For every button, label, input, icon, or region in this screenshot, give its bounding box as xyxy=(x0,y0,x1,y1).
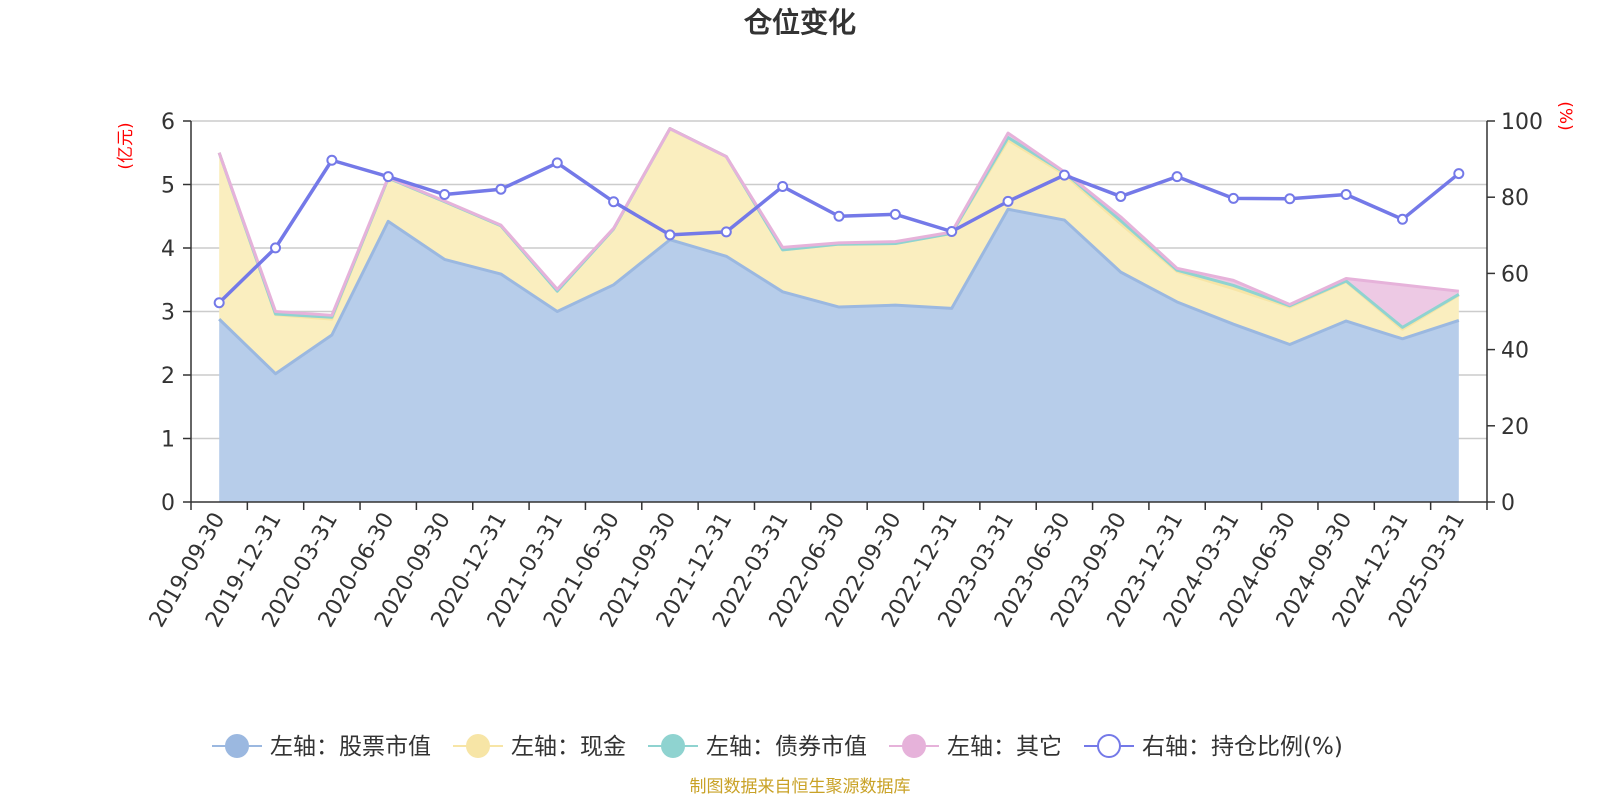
chart-title: 仓位变化 xyxy=(744,6,856,39)
right-tick-label: 80 xyxy=(1501,186,1529,211)
legend-item: 左轴：债券市值 xyxy=(648,734,867,760)
left-axis-unit: (亿元) xyxy=(116,122,136,169)
ratio-point xyxy=(946,225,958,237)
area-line-series-0 xyxy=(218,207,1460,376)
legend-dot-icon xyxy=(1097,734,1121,758)
right-tick-label: 60 xyxy=(1501,262,1529,287)
ratio-point xyxy=(889,208,901,220)
ratio-point xyxy=(1453,168,1465,180)
ratio-point xyxy=(213,297,225,309)
left-tick-label: 6 xyxy=(161,110,175,135)
legend-dot-icon xyxy=(225,734,249,758)
left-tick-label: 1 xyxy=(161,428,175,453)
data-source-note: 制图数据来自恒生聚源数据库 xyxy=(690,777,911,797)
left-tick-label: 2 xyxy=(161,364,175,389)
ratio-point xyxy=(608,196,620,208)
ratio-point xyxy=(777,181,789,193)
ratio-point xyxy=(270,242,282,254)
left-tick-label: 0 xyxy=(161,491,175,516)
area-line-series-3 xyxy=(217,127,1459,317)
legend-item: 左轴：股票市值 xyxy=(212,734,431,760)
legend-label: 左轴：现金 xyxy=(511,734,626,760)
left-tick-label: 4 xyxy=(161,237,175,262)
left-tick-label: 3 xyxy=(161,301,175,326)
ratio-point xyxy=(720,226,732,238)
ratio-point xyxy=(833,210,845,222)
right-tick-label: 100 xyxy=(1501,110,1543,135)
ratio-point xyxy=(495,183,507,195)
ratio-point xyxy=(1115,190,1127,202)
right-tick-label: 0 xyxy=(1501,491,1515,516)
legend-dot-icon xyxy=(466,734,490,758)
legend-label: 右轴：持仓比例(%) xyxy=(1142,734,1343,760)
ratio-point xyxy=(1340,189,1352,201)
ratio-markers xyxy=(213,154,1465,309)
ratio-point xyxy=(1171,171,1183,183)
legend-label: 左轴：其它 xyxy=(947,734,1062,760)
right-axis-unit: (%) xyxy=(1555,101,1575,130)
ratio-point xyxy=(1058,169,1070,181)
right-tick-label: 40 xyxy=(1501,339,1529,364)
legend-item: 左轴：其它 xyxy=(889,734,1062,760)
legend-dot-icon xyxy=(902,734,926,758)
ratio-point xyxy=(326,154,338,166)
ratio-point xyxy=(1396,213,1408,225)
left-tick-label: 5 xyxy=(161,174,175,199)
legend-item: 左轴：现金 xyxy=(453,734,626,760)
ratio-point xyxy=(1284,193,1296,205)
area-series-1 xyxy=(219,128,1459,374)
ratio-point xyxy=(382,171,394,183)
right-tick-label: 20 xyxy=(1501,415,1529,440)
ratio-point xyxy=(1227,192,1239,204)
legend-label: 左轴：股票市值 xyxy=(270,734,431,760)
legend-item: 右轴：持仓比例(%) xyxy=(1084,734,1343,760)
ratio-point xyxy=(551,157,563,169)
legend-label: 左轴：债券市值 xyxy=(706,734,867,760)
ratio-point xyxy=(1002,195,1014,207)
legend-dot-icon xyxy=(661,734,685,758)
area-series-0 xyxy=(219,209,1459,502)
stacked-areas xyxy=(219,128,1459,502)
ratio-point xyxy=(439,189,451,201)
ratio-point xyxy=(664,229,676,241)
legend: 左轴：股票市值 左轴：现金 左轴：债券市值 左轴：其它 右轴：持仓比例(%) xyxy=(212,734,1343,760)
